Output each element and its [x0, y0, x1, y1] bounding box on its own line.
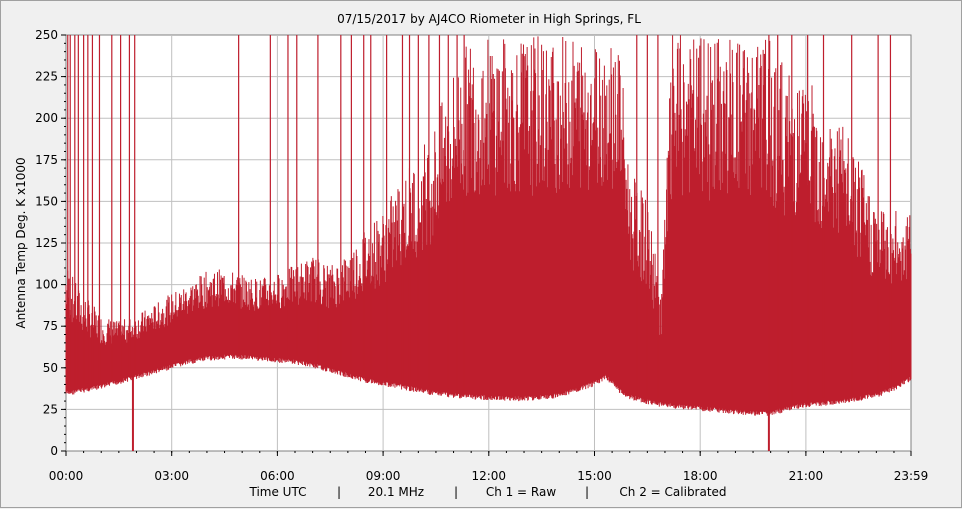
x-tick-label: 12:00: [471, 469, 506, 483]
y-tick-label: 225: [35, 70, 58, 84]
chart-title: 07/15/2017 by AJ4CO Riometer in High Spr…: [337, 12, 641, 26]
y-tick-label: 150: [35, 194, 58, 208]
footer-legend: Time UTC | 20.1 MHz | Ch 1 = Raw | Ch 2 = Cali…: [249, 485, 727, 499]
x-tick-label: 15:00: [577, 469, 612, 483]
y-tick-label: 75: [43, 319, 58, 333]
axes: 0 25 50 75 100 125 150 175 200 225 250 00:00 03:00 06…: [35, 28, 928, 483]
x-tick-label: 03:00: [154, 469, 189, 483]
y-tick-label: 200: [35, 111, 58, 125]
data-band: [65, 35, 912, 416]
x-tick-label: 21:00: [789, 469, 824, 483]
footer-item: 20.1 MHz: [368, 485, 424, 499]
footer-item: |: [337, 485, 341, 499]
x-tick-label: 00:00: [49, 469, 84, 483]
series-ch1: [65, 35, 912, 451]
footer-item: Ch 2 = Calibrated: [619, 485, 726, 499]
y-tick-label: 250: [35, 28, 58, 42]
x-tick-label: 18:00: [683, 469, 718, 483]
y-axis-label: Antenna Temp Deg. K x1000: [14, 157, 28, 328]
footer-item: Time UTC: [249, 485, 307, 499]
x-tick-label: 06:00: [260, 469, 295, 483]
data-layer: [65, 35, 912, 451]
y-tick-label: 25: [43, 402, 58, 416]
footer-item: |: [585, 485, 589, 499]
footer-item: Ch 1 = Raw: [486, 485, 557, 499]
y-tick-label: 50: [43, 361, 58, 375]
y-tick-label: 0: [50, 444, 58, 458]
x-tick-label: 09:00: [366, 469, 401, 483]
x-tick-label: 23:59: [894, 469, 929, 483]
y-tick-label: 100: [35, 278, 58, 292]
y-tick-label: 175: [35, 153, 58, 167]
footer-item: |: [454, 485, 458, 499]
y-tick-label: 125: [35, 236, 58, 250]
